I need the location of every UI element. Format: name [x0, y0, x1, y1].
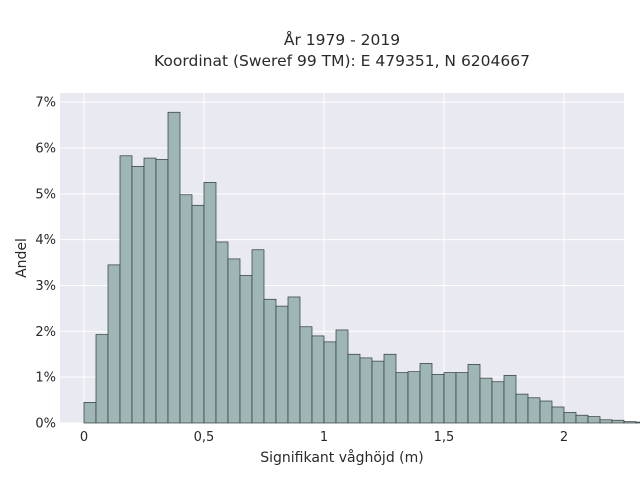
histogram-bar [599, 419, 613, 424]
histogram-bar [239, 275, 253, 424]
histogram-bar [263, 298, 277, 424]
y-tick-label: 3% [35, 279, 56, 294]
histogram-bar [131, 165, 145, 424]
y-tick-label: 4% [35, 233, 56, 248]
histogram-bar [575, 414, 589, 424]
histogram-bar [563, 412, 577, 424]
histogram-bar [527, 397, 541, 424]
x-tick-label: 1,5 [434, 430, 455, 445]
y-tick-label: 2% [35, 325, 56, 340]
histogram-bar [311, 335, 325, 424]
histogram-bar [119, 155, 133, 424]
histogram-bar [371, 360, 385, 424]
histogram-bar [335, 329, 349, 424]
chart-title: År 1979 - 2019 [284, 30, 400, 49]
y-axis-label: Andel [14, 238, 30, 278]
histogram-bar [251, 249, 265, 424]
histogram-bar [347, 353, 361, 424]
histogram-bar [611, 419, 625, 424]
x-tick-label: 1 [320, 430, 328, 445]
x-tick-labels: 0 0,5 1 1,5 2 [80, 430, 568, 445]
histogram-bar [215, 241, 229, 424]
histogram-bar [143, 157, 157, 424]
y-tick-label: 5% [35, 187, 56, 202]
histogram-bar [287, 296, 301, 424]
x-tick-label: 0 [80, 430, 88, 445]
histogram-bar [299, 326, 313, 424]
histogram-bar [395, 372, 409, 424]
x-tick-label: 2 [560, 430, 568, 445]
y-tick-label: 7% [35, 96, 56, 111]
histogram-bar [419, 363, 433, 424]
histogram-bar [587, 416, 601, 424]
histogram-bar [107, 264, 121, 424]
histogram-bar [635, 421, 640, 424]
histogram-bar [491, 381, 505, 424]
y-tick-label: 1% [35, 371, 56, 386]
x-axis-label: Signifikant våghöjd (m) [260, 449, 423, 466]
histogram-bar [359, 357, 373, 424]
histogram-bar [155, 159, 169, 424]
histogram-bar [455, 372, 469, 424]
histogram-bar [323, 341, 337, 424]
histogram-bar [179, 194, 193, 424]
histogram-bar [467, 363, 481, 424]
histogram-bar [623, 421, 637, 424]
histogram-bar [83, 402, 97, 424]
histogram-bar [227, 258, 241, 424]
histogram-bar [383, 353, 397, 424]
histogram-bar [479, 377, 493, 424]
histogram-bar [503, 374, 517, 424]
histogram-bar [539, 400, 553, 424]
histogram-bar [443, 372, 457, 424]
y-tick-label: 6% [35, 142, 56, 157]
histogram-bar [551, 406, 565, 424]
histogram-bar [407, 371, 421, 424]
y-tick-label: 0% [35, 417, 56, 432]
histogram-bar [275, 305, 289, 424]
y-tick-labels: 0% 1% 2% 3% 4% 5% 6% 7% [35, 96, 56, 432]
chart-subtitle: Koordinat (Sweref 99 TM): E 479351, N 62… [154, 52, 530, 70]
histogram-bar [95, 334, 109, 424]
histogram-bar [191, 204, 205, 424]
histogram-bar [431, 374, 445, 424]
histogram-bar [167, 111, 181, 424]
histogram-bar [515, 393, 529, 424]
x-tick-label: 0,5 [194, 430, 215, 445]
histogram-bars [83, 111, 640, 424]
histogram-bar [203, 182, 217, 424]
